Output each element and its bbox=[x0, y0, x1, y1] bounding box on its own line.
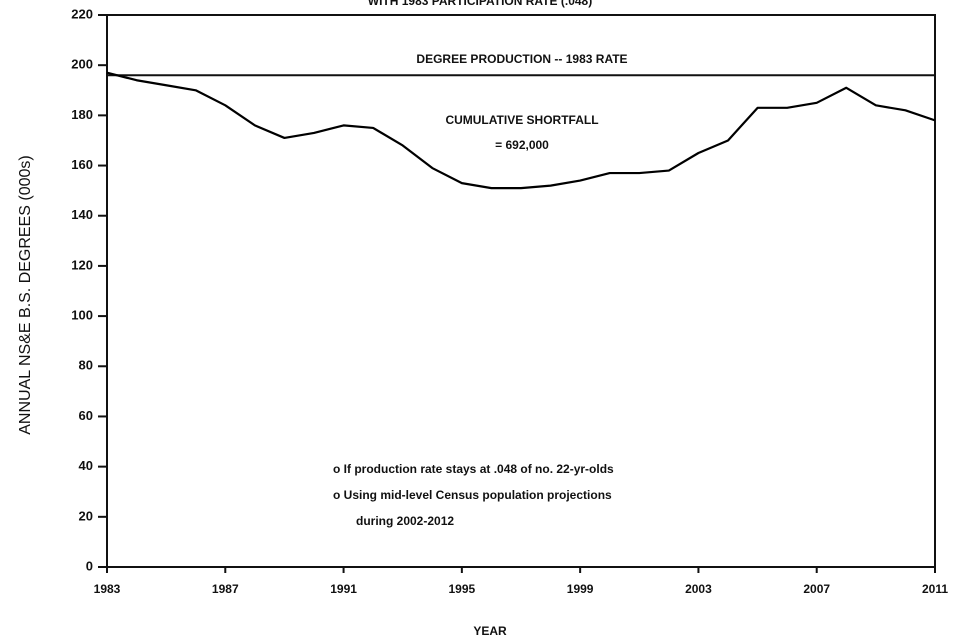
annotation: = 692,000 bbox=[495, 138, 549, 152]
annotation: CUMULATIVE SHORTFALL bbox=[445, 113, 598, 127]
plot-frame bbox=[106, 14, 936, 568]
y-tick-label: 40 bbox=[79, 458, 93, 473]
x-axis-label: YEAR bbox=[473, 624, 507, 638]
x-tick-label: 2007 bbox=[803, 582, 830, 596]
y-tick-label: 0 bbox=[86, 558, 93, 573]
y-tick-label: 60 bbox=[79, 408, 93, 423]
y-tick-label: 140 bbox=[71, 207, 93, 222]
note: during 2002-2012 bbox=[356, 514, 454, 528]
y-tick-label: 220 bbox=[71, 6, 93, 21]
y-tick-label: 160 bbox=[71, 157, 93, 172]
x-tick-label: 1991 bbox=[330, 582, 357, 596]
y-tick-label: 120 bbox=[71, 257, 93, 272]
chart-title: WITH 1983 PARTICIPATION RATE (.048) bbox=[368, 0, 592, 8]
x-tick-label: 1983 bbox=[94, 582, 121, 596]
x-tick-label: 2003 bbox=[685, 582, 712, 596]
reference-label: DEGREE PRODUCTION -- 1983 RATE bbox=[416, 52, 627, 66]
data-line bbox=[106, 71, 936, 190]
x-tick-label: 1987 bbox=[212, 582, 239, 596]
x-tick-label: 1995 bbox=[449, 582, 476, 596]
x-tick-label: 2011 bbox=[922, 582, 948, 596]
note: o Using mid-level Census population proj… bbox=[333, 488, 612, 502]
y-tick-label: 80 bbox=[79, 358, 93, 373]
y-axis-label: ANNUAL NS&E B.S. DEGREES (000s) bbox=[17, 155, 34, 435]
note: o If production rate stays at .048 of no… bbox=[333, 462, 614, 476]
y-tick-label: 200 bbox=[71, 57, 93, 72]
y-tick-label: 100 bbox=[71, 308, 93, 323]
x-tick-label: 1999 bbox=[567, 582, 594, 596]
y-tick-label: 180 bbox=[71, 107, 93, 122]
y-tick-label: 20 bbox=[79, 508, 93, 523]
